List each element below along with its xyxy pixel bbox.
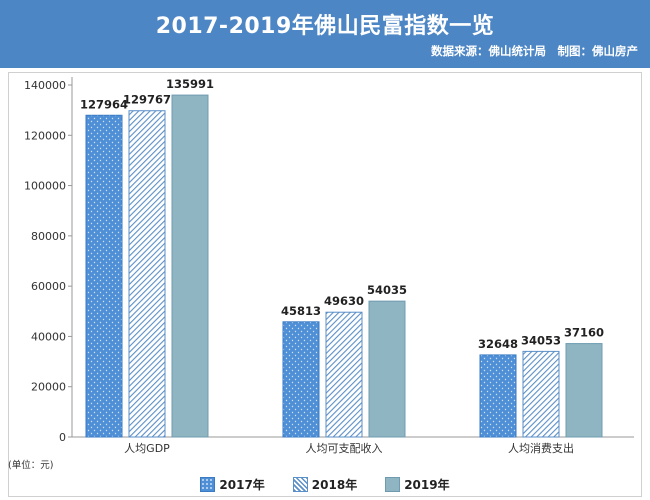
legend-label-2018: 2018年: [311, 478, 358, 492]
chart-title: 2017-2019年佛山民富指数一览: [155, 14, 495, 39]
y-tick-label: 0: [59, 431, 66, 444]
bar-2-2: [565, 343, 603, 438]
y-tick-label: 40000: [31, 330, 66, 343]
legend-swatch-2018: [292, 477, 308, 492]
bar-0-2: [171, 94, 209, 438]
data-label: 32648: [478, 337, 518, 351]
legend-item-2018: 2018年: [292, 476, 358, 493]
unit-label: (单位：元): [8, 460, 54, 471]
legend-label-2019: 2019年: [404, 478, 450, 492]
data-label: 135991: [166, 77, 214, 91]
chart-header: 2017-2019年佛山民富指数一览 数据来源：佛山统计局 制图：佛山房产: [0, 0, 650, 68]
x-category-label: 人均GDP: [124, 442, 170, 455]
x-category-label: 人均消费支出: [508, 441, 574, 455]
chart-legend: 2017年 2018年 2019年: [0, 476, 650, 493]
bar-2-1: [522, 350, 560, 438]
y-tick-label: 140000: [24, 79, 66, 92]
bar-0-0: [85, 114, 123, 438]
data-source: 数据来源：佛山统计局 制图：佛山房产: [431, 44, 638, 58]
y-tick-label: 20000: [31, 381, 66, 394]
bar-2-0: [479, 354, 517, 438]
data-label: 127964: [80, 97, 128, 111]
bar-0-1: [128, 110, 166, 438]
data-label: 54035: [367, 283, 407, 297]
bar-1-2: [368, 300, 406, 438]
chart-axes: 0 20000 40000 60000 80000 100000 120000 140000 人…: [24, 77, 634, 455]
data-label: 37160: [564, 326, 604, 340]
x-category-label: 人均可支配收入: [306, 441, 383, 455]
bar-1-0: [282, 321, 320, 438]
data-label: 49630: [324, 294, 364, 308]
legend-item-2019: 2019年: [385, 476, 450, 493]
y-tick-label: 80000: [31, 230, 66, 243]
legend-label-2017: 2017年: [219, 478, 265, 492]
legend-swatch-2019: [385, 477, 401, 492]
data-label: 129767: [123, 93, 171, 107]
bar-1-1: [325, 311, 363, 438]
y-tick-label: 60000: [31, 280, 66, 293]
y-tick-label: 100000: [24, 180, 66, 193]
legend-item-2017: 2017年: [200, 476, 265, 493]
y-tick-label: 120000: [24, 129, 66, 142]
legend-swatch-2017: [200, 477, 216, 492]
data-label: 34053: [521, 333, 561, 347]
data-label: 45813: [281, 304, 321, 318]
chart-frame: [8, 72, 642, 497]
